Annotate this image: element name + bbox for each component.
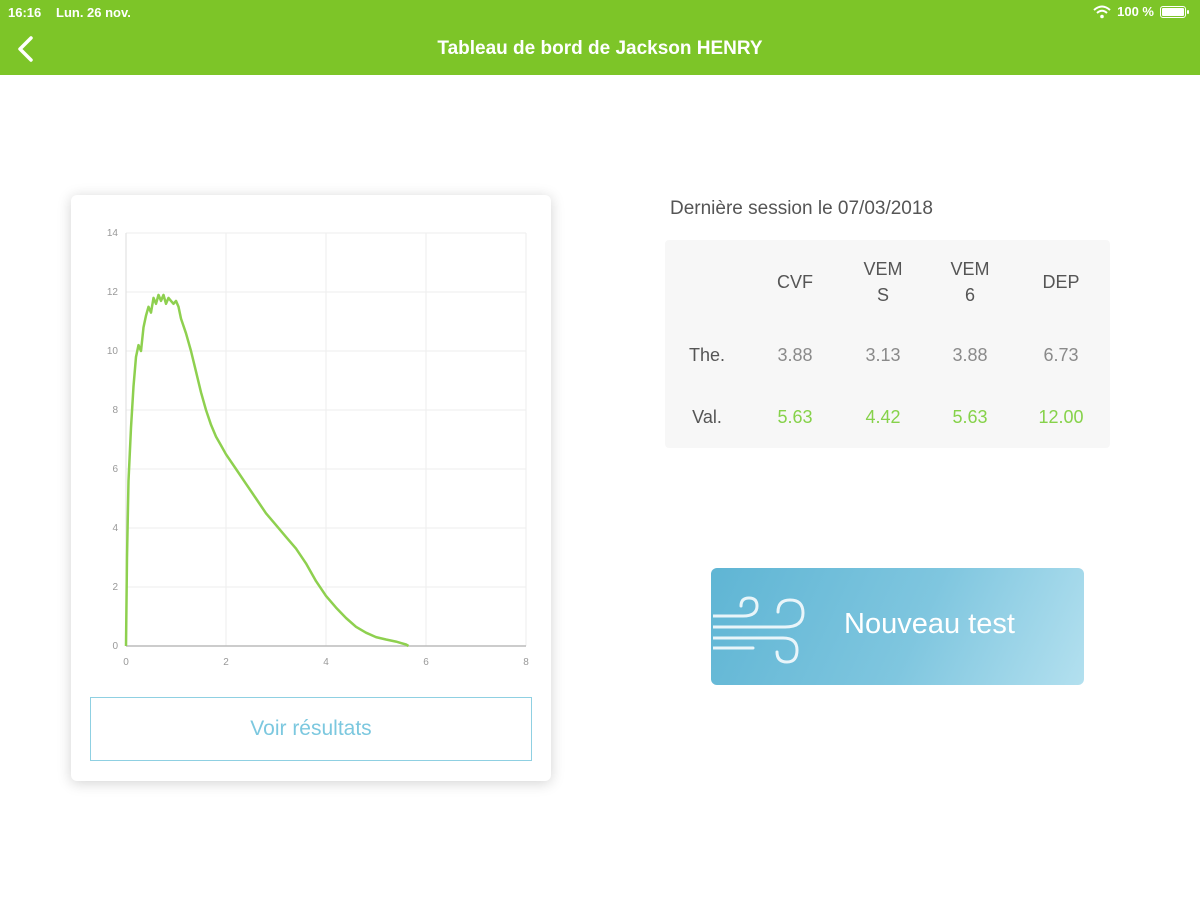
value-dep: 12.00 [1038,407,1084,427]
wifi-icon [1093,5,1111,18]
x-tick-label: 0 [123,657,129,668]
wind-icon [713,596,805,664]
y-tick-label: 12 [107,287,119,298]
last-session-label: Dernière session le 07/03/2018 [670,198,934,219]
theoretical-dep: 6.73 [1043,345,1079,365]
x-tick-label: 6 [423,657,429,668]
app-header: 16:16 Lun. 26 nov. 100 % Tableau de bord… [0,0,1200,75]
value-vem6: 5.63 [952,407,988,427]
navigation-bar: Tableau de bord de Jackson HENRY [0,24,1200,75]
column-header-vem6: VEM 6 [950,259,990,305]
y-tick-label: 10 [107,346,119,357]
flow-curve-line [124,293,410,648]
view-results-button[interactable]: Voir résultats [90,697,532,761]
chart-card: 0 2 4 6 8 10 12 14 0 2 4 6 8 Voir résultats [71,195,551,781]
y-tick-label: 8 [112,405,118,416]
status-right: 100 % [1093,4,1189,19]
row-label-theoretical: The. [688,345,726,365]
column-header-dep: DEP [1042,272,1080,292]
status-bar: 16:16 Lun. 26 nov. 100 % [0,0,1200,24]
page-title: Tableau de bord de Jackson HENRY [437,38,763,59]
battery-percent: 100 % [1117,4,1154,19]
y-tick-label: 0 [112,641,118,652]
value-vems: 4.42 [865,407,901,427]
y-tick-label: 14 [107,228,119,239]
new-test-button[interactable]: Nouveau test [711,568,1084,685]
chevron-left-icon[interactable] [12,34,42,64]
y-tick-label: 2 [112,582,118,593]
value-cvf: 5.63 [777,407,813,427]
theoretical-cvf: 3.88 [777,345,813,365]
theoretical-vem6: 3.88 [952,345,988,365]
y-tick-label: 6 [112,464,118,475]
x-tick-label: 2 [223,657,229,668]
theoretical-vems: 3.13 [865,345,901,365]
flow-volume-chart: 0 2 4 6 8 10 12 14 0 2 4 6 8 [107,228,529,668]
y-tick-label: 4 [112,523,118,534]
status-time: 16:16 [8,5,42,20]
row-label-value: Val. [692,407,722,427]
status-date: Lun. 26 nov. [56,5,131,20]
results-table: CVF VEM S VEM 6 DEP The. 3.88 3.13 3.88 6.… [665,240,1110,448]
column-header-cvf: CVF [777,272,813,292]
new-test-label: Nouveau test [844,608,1015,640]
battery-charging-icon [1160,5,1189,18]
x-tick-label: 8 [523,657,529,668]
column-header-vems: VEM S [863,259,903,305]
x-tick-label: 4 [323,657,329,668]
